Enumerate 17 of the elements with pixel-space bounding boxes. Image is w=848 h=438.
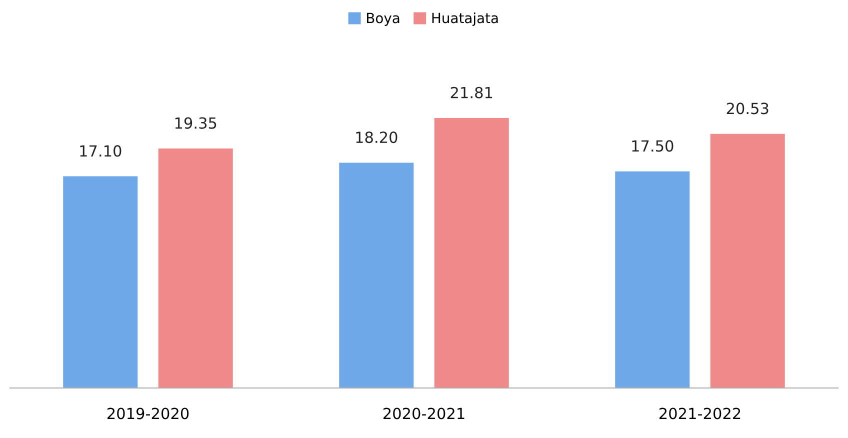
bar (615, 171, 690, 388)
data-label: 20.53 (726, 102, 768, 114)
data-label: 21.81 (450, 86, 492, 98)
bar (710, 134, 785, 388)
data-label: 19.35 (175, 117, 216, 129)
data-label: 17.50 (632, 140, 674, 152)
bar (158, 148, 233, 388)
legend-label: Huatajata (432, 12, 498, 26)
data-label: 17.10 (80, 145, 122, 157)
bar (339, 162, 414, 388)
x-tick-label: 2020-2021 (383, 408, 464, 420)
x-tick-label: 2019-2020 (107, 408, 189, 420)
legend-label: Boya (367, 12, 400, 26)
data-label: 18.20 (356, 132, 398, 144)
x-tick-label: 2021-2022 (659, 408, 740, 420)
bar (63, 176, 138, 388)
bar (434, 118, 509, 388)
